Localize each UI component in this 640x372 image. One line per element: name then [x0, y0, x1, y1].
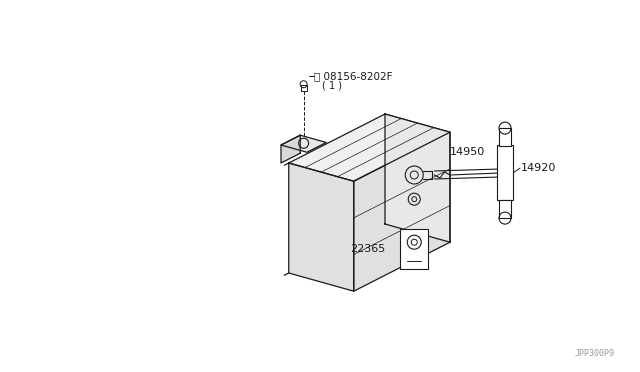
Text: Ⓑ 08156-8202F: Ⓑ 08156-8202F: [314, 71, 392, 81]
Bar: [499, 200, 511, 218]
Text: JPP300P9: JPP300P9: [575, 350, 615, 359]
Text: 14950: 14950: [450, 147, 485, 157]
Text: ( 1 ): ( 1 ): [322, 80, 342, 90]
Polygon shape: [385, 114, 450, 242]
Polygon shape: [354, 132, 450, 291]
Text: 14920: 14920: [521, 163, 556, 173]
Polygon shape: [289, 114, 450, 181]
Text: 22365: 22365: [350, 244, 385, 254]
Bar: [400, 229, 428, 269]
Bar: [497, 145, 513, 200]
Polygon shape: [289, 163, 354, 291]
Polygon shape: [281, 135, 326, 152]
Bar: [499, 128, 511, 146]
Bar: [301, 85, 307, 91]
Polygon shape: [281, 135, 300, 163]
